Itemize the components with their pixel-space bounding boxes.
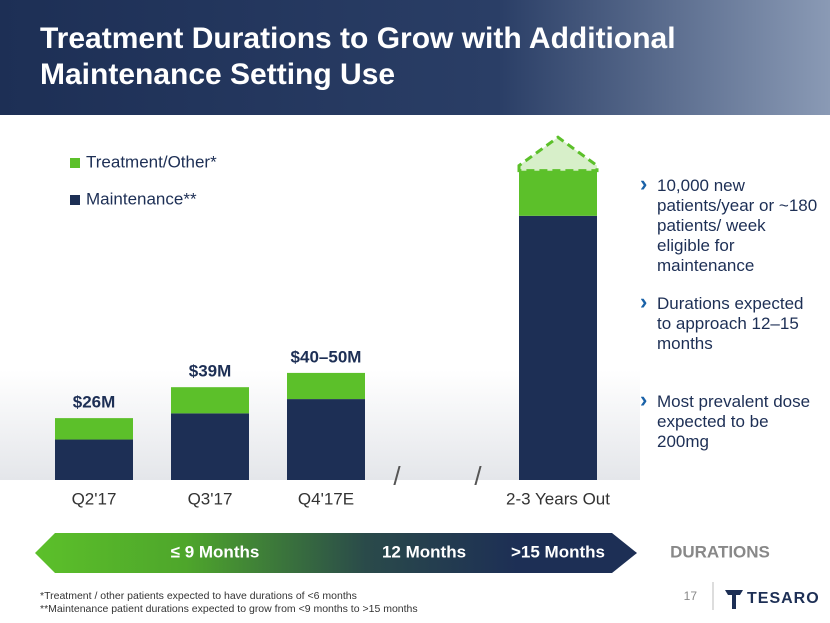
- bullet: Most prevalent dose expected to be 200mg: [640, 390, 822, 452]
- duration-stage: 12 Months: [382, 542, 466, 561]
- bar-segment: [55, 439, 133, 480]
- title-line: Maintenance Setting Use: [40, 58, 395, 91]
- x-tick-label: Q2'17: [72, 489, 117, 508]
- page-number: 17: [684, 589, 698, 603]
- axis-break: /: [474, 461, 482, 491]
- bar-segment: [519, 170, 597, 216]
- footnote: *Treatment / other patients expected to …: [40, 590, 357, 602]
- bar-segment: [287, 399, 365, 480]
- bar-segment: [171, 387, 249, 414]
- duration-stage: >15 Months: [511, 542, 605, 561]
- bar-label: $39M: [189, 362, 232, 381]
- duration-stage: ≤ 9 Months: [171, 542, 260, 561]
- durations-label: DURATIONS: [670, 542, 770, 561]
- bullet: Durations expected to approach 12–15 mon…: [640, 292, 822, 354]
- x-tick-label: 2-3 Years Out: [506, 489, 610, 508]
- axis-break: /: [393, 461, 401, 491]
- legend-label: Maintenance**: [86, 189, 197, 208]
- bar-segment: [287, 372, 365, 400]
- header-band: [0, 0, 830, 115]
- bar-segment: [55, 418, 133, 440]
- x-tick-label: Q3'17: [188, 489, 233, 508]
- duration-arrow: [35, 533, 637, 573]
- bar-segment: [519, 215, 597, 480]
- bullet: 10,000 new patients/year or ~180 patient…: [640, 174, 822, 276]
- bar-segment: [171, 413, 249, 480]
- bar-label: $40–50M: [291, 347, 362, 366]
- footnote: **Maintenance patient durations expected…: [40, 603, 418, 615]
- legend-label: Treatment/Other*: [86, 152, 217, 171]
- logo-icon: [725, 590, 743, 609]
- legend-swatch: [70, 195, 80, 205]
- logo: TESARO: [747, 590, 820, 607]
- legend-swatch: [70, 158, 80, 168]
- x-tick-label: Q4'17E: [298, 489, 354, 508]
- bar-label: $26M: [73, 393, 116, 412]
- projected-upside: [517, 135, 599, 173]
- title-line: Treatment Durations to Grow with Additio…: [40, 22, 676, 55]
